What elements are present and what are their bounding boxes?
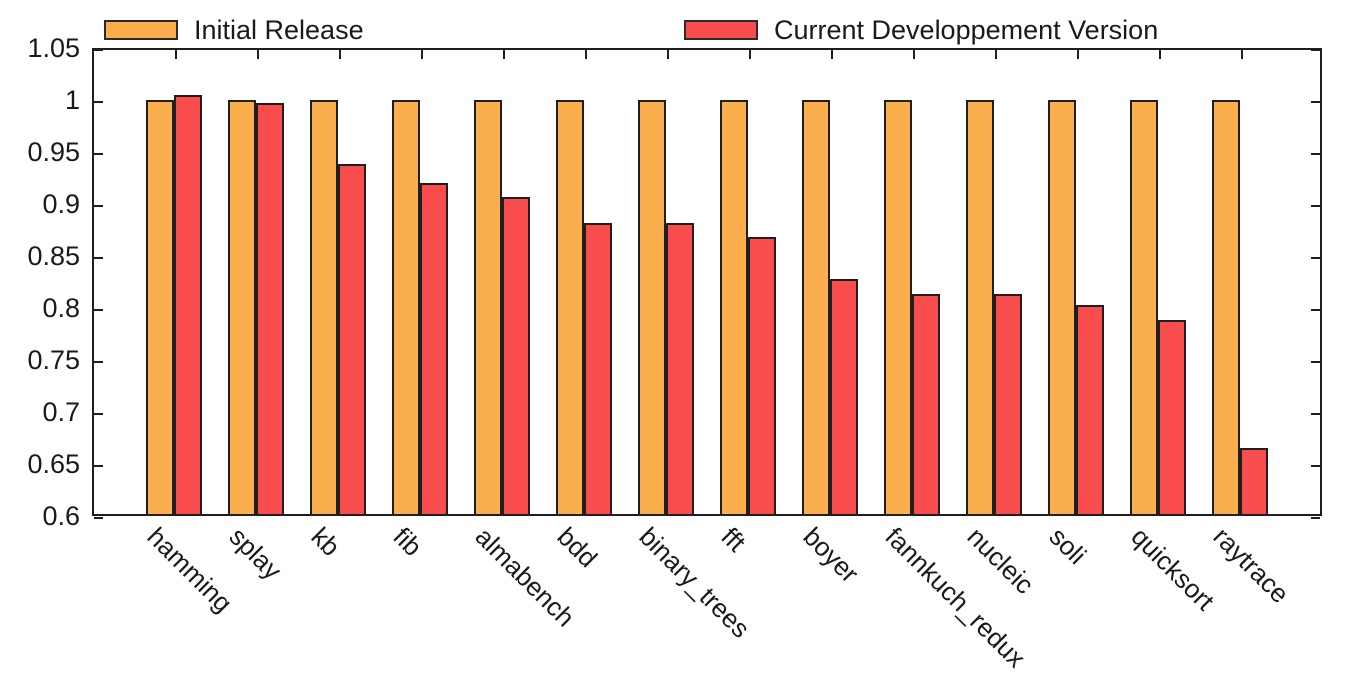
bar-initial-fib — [392, 100, 420, 516]
bar-initial-splay — [228, 100, 256, 516]
y-tick-label: 0.65 — [27, 449, 80, 479]
bar-current-nucleic — [994, 294, 1022, 516]
x-tick-label-quicksort: quicksort — [1125, 521, 1221, 617]
y-tick-label: 0.9 — [42, 189, 80, 219]
x-tick-label-kb: kb — [305, 521, 347, 562]
bar-current-fft — [748, 237, 776, 516]
y-tick-label: 0.75 — [27, 345, 80, 375]
y-tick-label: 0.8 — [42, 293, 80, 323]
legend-label-initial-release: Initial Release — [194, 15, 364, 45]
x-tick-label-bdd: bdd — [551, 521, 604, 574]
legend-swatch-initial-release-icon — [104, 20, 178, 40]
bar-initial-bdd — [556, 100, 584, 516]
bar-initial-soli — [1048, 100, 1076, 516]
y-tick-label: 1 — [64, 85, 80, 115]
x-tick-label-raytrace: raytrace — [1207, 521, 1296, 609]
bar-current-quicksort — [1158, 320, 1186, 516]
left-y-tick — [94, 517, 103, 519]
y-tick-label: 0.7 — [42, 397, 80, 427]
legend-label-current-version: Current Developpement Version — [774, 15, 1159, 45]
bar-initial-almabench — [474, 100, 502, 516]
bar-current-hamming — [174, 95, 202, 516]
bar-initial-raytrace — [1212, 100, 1240, 516]
bar-initial-kb — [310, 100, 338, 516]
bar-current-bdd — [584, 223, 612, 516]
x-tick-label-soli: soli — [1043, 521, 1093, 571]
bar-current-binary_trees — [666, 223, 694, 516]
x-tick-label-splay: splay — [223, 521, 288, 586]
y-tick-label: 0.6 — [42, 501, 80, 531]
plot-area — [92, 48, 1322, 516]
bar-initial-fannkuch_redux — [884, 100, 912, 516]
y-tick-label: 1.05 — [27, 33, 80, 63]
right-y-tick — [1311, 517, 1320, 519]
legend-item-initial-release: Initial Release — [104, 14, 364, 46]
bar-initial-hamming — [146, 100, 174, 516]
x-tick-label-fft: fft — [715, 521, 752, 558]
y-tick-label: 0.95 — [27, 137, 80, 167]
legend-swatch-current-version-icon — [684, 20, 758, 40]
bar-initial-fft — [720, 100, 748, 516]
bar-current-boyer — [830, 279, 858, 516]
x-tick-label-boyer: boyer — [797, 521, 865, 589]
legend-item-current-version: Current Developpement Version — [684, 14, 1158, 46]
bar-current-raytrace — [1240, 448, 1268, 516]
bar-current-fannkuch_redux — [912, 294, 940, 516]
bar-current-almabench — [502, 197, 530, 516]
x-tick-label-hamming: hamming — [141, 521, 239, 619]
bar-current-soli — [1076, 305, 1104, 516]
bar-initial-quicksort — [1130, 100, 1158, 516]
x-tick-label-nucleic: nucleic — [961, 521, 1040, 600]
bar-initial-nucleic — [966, 100, 994, 516]
y-tick-label: 0.85 — [27, 241, 80, 271]
bar-current-splay — [256, 103, 284, 516]
bar-current-fib — [420, 183, 448, 516]
x-tick-label-fannkuch_redux: fannkuch_redux — [879, 521, 1032, 674]
x-tick-label-fib: fib — [387, 521, 429, 562]
bar-initial-binary_trees — [638, 100, 666, 516]
bar-current-kb — [338, 164, 366, 516]
bar-initial-boyer — [802, 100, 830, 516]
